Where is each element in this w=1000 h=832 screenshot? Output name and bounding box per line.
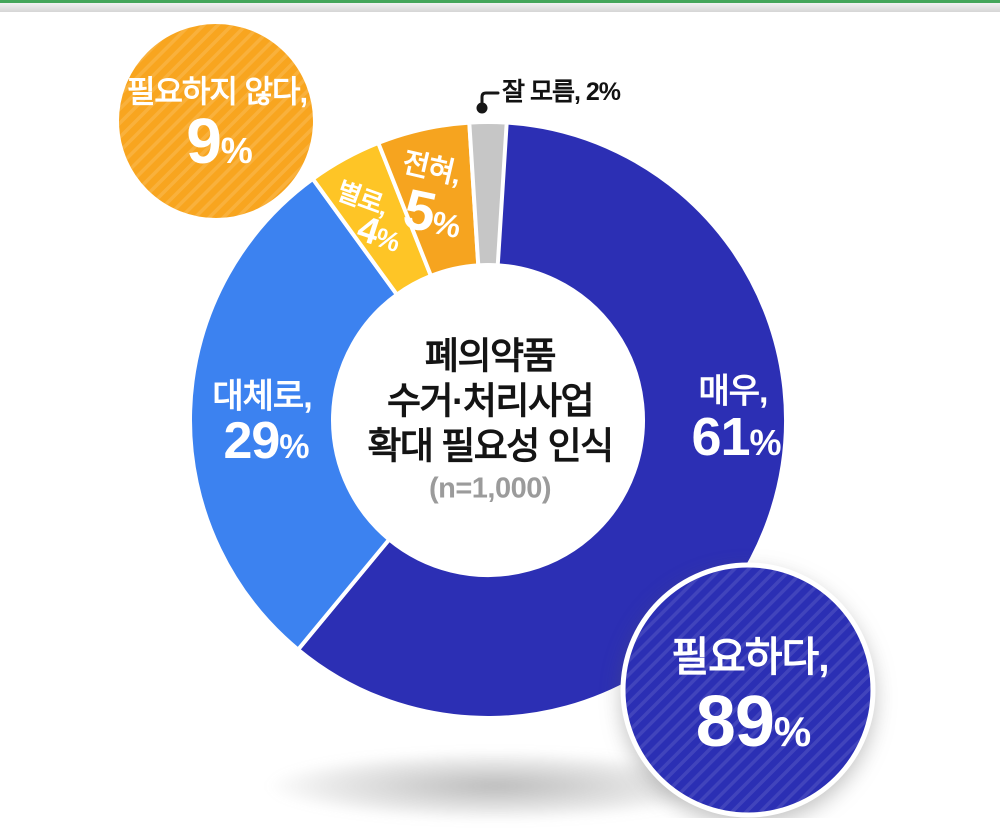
top-accent-bar (0, 0, 1000, 3)
slice-value-generally: 29% (223, 411, 309, 471)
chart-title-line-1: 폐의약품 (424, 335, 557, 377)
annotation-dot (476, 102, 488, 114)
negative-callout-label: 필요하지 않다, (126, 74, 308, 110)
slice-value-very: 61% (691, 406, 782, 468)
window-chrome-bar (0, 3, 1000, 12)
slice-label-very: 매우, (698, 372, 768, 411)
negative-callout-value: 9% (186, 104, 253, 178)
chart-title: 폐의약품 수거·처리사업 확대 필요성 인식 (n=1,000) (367, 334, 614, 509)
percent-sign: % (220, 130, 253, 171)
slice-label-generally: 대체로, (212, 377, 312, 416)
callout-circle-positive (620, 562, 876, 818)
sample-size-note: (n=1,000) (428, 472, 552, 505)
chart-title-line-2: 수거·처리사업 (386, 380, 595, 422)
slice-value-generally-number: 29 (223, 412, 280, 470)
negative-callout-number: 9 (186, 105, 222, 177)
donut-segment-4 (467, 120, 509, 268)
slice-value-very-number: 61 (691, 407, 750, 467)
chart-title-line-3: 확대 필요성 인식 (367, 425, 614, 467)
percent-sign: % (279, 428, 309, 466)
dont-know-annotation: 잘 모름, 2% (502, 78, 621, 106)
donut-segment-1 (188, 176, 399, 652)
donut-segment-0 (296, 120, 788, 720)
positive-callout-bubble (620, 562, 876, 818)
annotation-leader-line (480, 91, 500, 110)
positive-callout-label: 필요하다, (671, 634, 829, 680)
percent-sign: % (749, 422, 782, 463)
callout-circle-negative (115, 20, 317, 222)
percent-sign: % (773, 708, 811, 755)
positive-callout-number: 89 (695, 682, 775, 762)
negative-callout-bubble (115, 20, 317, 222)
donut-segments (188, 120, 788, 720)
positive-callout-value: 89% (695, 681, 811, 763)
